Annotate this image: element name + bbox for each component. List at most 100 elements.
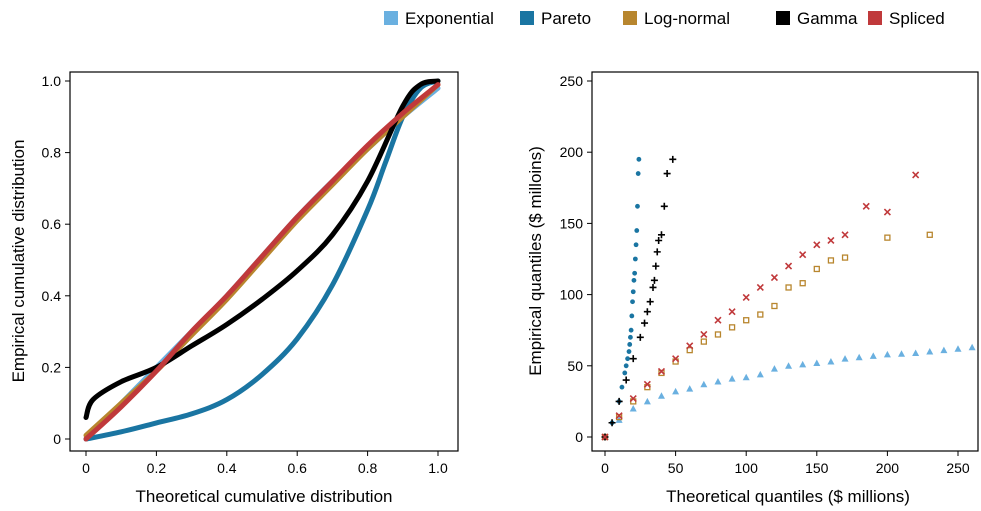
data-point-spliced	[862, 202, 870, 210]
data-point-exponential	[686, 385, 694, 392]
right-x-tick-label: 150	[805, 460, 829, 476]
data-point-spliced	[657, 367, 666, 376]
data-point-exponential	[700, 380, 708, 388]
data-point-log-normal	[841, 254, 849, 261]
data-point-exponential	[770, 365, 778, 372]
data-point-exponential	[869, 352, 877, 359]
data-point-pareto	[630, 299, 635, 305]
data-point-spliced	[643, 380, 651, 388]
legend-label-exponential: Exponential	[405, 9, 494, 28]
data-point-pareto	[634, 228, 640, 233]
data-point-spliced	[813, 241, 821, 249]
data-point-exponential	[714, 377, 722, 385]
data-point-spliced	[601, 433, 609, 441]
data-point-spliced	[883, 208, 891, 216]
data-point-log-normal	[813, 265, 820, 273]
data-point-gamma	[660, 202, 668, 210]
data-point-gamma	[641, 319, 649, 327]
data-point-pareto	[632, 256, 638, 262]
legend-swatch-spliced	[868, 11, 882, 25]
left-x-tick-label: 1.0	[428, 460, 448, 476]
left-x-tick-label: 0.2	[147, 460, 167, 476]
data-point-exponential	[898, 350, 906, 357]
data-point-exponential	[742, 373, 750, 381]
data-point-pareto	[629, 313, 635, 319]
series-points-spliced	[601, 171, 920, 441]
right-y-tick-label: 0	[575, 429, 583, 445]
data-point-exponential	[672, 387, 680, 395]
data-point-gamma	[649, 283, 657, 291]
data-point-log-normal	[827, 257, 835, 264]
data-point-spliced	[912, 171, 920, 179]
legend-swatch-exponential	[384, 11, 398, 25]
data-point-log-normal	[926, 231, 933, 238]
right-y-tick-label: 100	[560, 287, 584, 303]
series-line-gamma	[83, 78, 441, 420]
data-point-log-normal	[757, 311, 764, 318]
data-point-log-normal	[728, 324, 736, 331]
data-point-spliced	[672, 355, 680, 363]
data-point-spliced	[728, 308, 736, 316]
data-point-gamma	[646, 298, 654, 306]
left-y-tick-label: 0.8	[42, 145, 62, 161]
left-y-tick-label: 0.6	[42, 216, 62, 232]
right-y-axis-title: Empirical quantiles ($ milloins)	[526, 146, 545, 376]
data-point-pareto	[625, 356, 630, 362]
data-point-pareto	[619, 384, 625, 390]
data-point-log-normal	[700, 338, 707, 345]
data-point-pareto	[636, 156, 642, 162]
data-point-exponential	[883, 350, 891, 358]
legend-swatch-pareto	[520, 11, 534, 25]
data-point-gamma	[657, 231, 665, 239]
data-point-gamma	[663, 170, 671, 178]
data-point-exponential	[954, 345, 962, 352]
data-point-exponential	[756, 370, 764, 378]
data-point-exponential	[926, 348, 934, 355]
data-point-exponential	[940, 346, 948, 354]
left-y-tick-label: 0.2	[42, 359, 62, 375]
right-y-tick-label: 250	[560, 73, 584, 89]
series-points-log-normal	[601, 231, 933, 441]
left-y-tick-label: 0	[53, 431, 61, 447]
right-series-group	[601, 155, 976, 441]
right-plot-frame	[591, 71, 979, 452]
series-line-spliced	[83, 82, 441, 442]
data-point-pareto	[632, 270, 638, 276]
data-point-gamma	[653, 248, 661, 256]
data-point-gamma	[650, 276, 658, 284]
legend: Exponential Pareto Log-normal Gamma Spliced	[384, 9, 945, 28]
data-point-exponential	[912, 349, 920, 356]
left-x-tick-label: 0	[82, 460, 90, 476]
data-point-spliced	[686, 342, 694, 350]
data-point-gamma	[652, 262, 660, 270]
data-point-gamma	[643, 308, 651, 316]
right-y-tick-label: 50	[567, 358, 583, 374]
data-point-log-normal	[785, 284, 792, 291]
data-point-gamma	[615, 397, 623, 405]
data-point-spliced	[756, 283, 764, 292]
left-axis-ticks: 0 0.2 0.4 0.6 0.8 1.0 0 0.2 0.4 0.6 0.8 1.0	[42, 73, 448, 476]
data-point-spliced	[841, 231, 849, 239]
data-point-spliced	[770, 273, 779, 282]
right-x-tick-label: 200	[876, 460, 900, 476]
data-point-exponential	[728, 375, 736, 382]
data-point-spliced	[784, 262, 793, 270]
data-point-log-normal	[799, 280, 806, 287]
legend-swatch-log-normal	[623, 11, 637, 25]
series-points-gamma	[601, 155, 677, 441]
data-point-spliced	[827, 236, 835, 245]
left-plot-frame	[69, 71, 459, 452]
data-point-spliced	[742, 293, 750, 302]
left-y-tick-label: 0.4	[42, 288, 62, 304]
data-point-exponential	[827, 358, 835, 365]
right-x-tick-label: 50	[668, 460, 684, 476]
data-point-spliced	[700, 330, 708, 339]
legend-label-spliced: Spliced	[889, 9, 945, 28]
left-x-tick-label: 0.4	[217, 460, 237, 476]
right-x-tick-label: 0	[601, 460, 609, 476]
data-point-log-normal	[714, 331, 722, 338]
legend-label-gamma: Gamma	[797, 9, 858, 28]
data-point-pareto	[623, 363, 629, 369]
left-y-axis-title: Empirical cumulative distribution	[9, 140, 28, 383]
